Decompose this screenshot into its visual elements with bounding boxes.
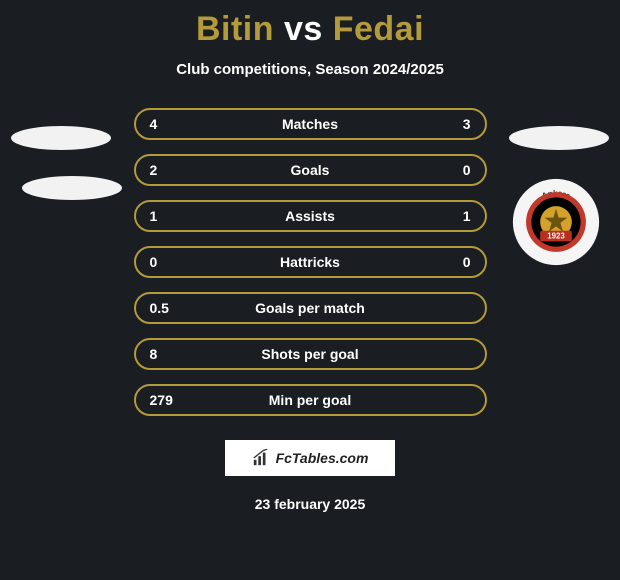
stat-left-value: 4 bbox=[150, 116, 190, 132]
stat-label: Assists bbox=[190, 208, 431, 224]
stat-right-value: 0 bbox=[431, 254, 471, 270]
stat-label: Goals per match bbox=[190, 300, 431, 316]
footer-brand: FcTables.com bbox=[225, 440, 395, 476]
stat-label: Matches bbox=[190, 116, 431, 132]
title-player1: Bitin bbox=[196, 10, 274, 48]
stat-left-value: 2 bbox=[150, 162, 190, 178]
badge-year: 1923 bbox=[547, 232, 565, 241]
stat-left-value: 8 bbox=[150, 346, 190, 362]
stat-row: 4Matches3 bbox=[134, 108, 487, 140]
stat-row: 279Min per goal bbox=[134, 384, 487, 416]
page-title: Bitin vs Fedai bbox=[0, 0, 620, 49]
club-badge: Ankara 1923 bbox=[512, 178, 600, 266]
title-vs: vs bbox=[284, 10, 323, 48]
stat-row: 2Goals0 bbox=[134, 154, 487, 186]
stat-row: 0.5Goals per match bbox=[134, 292, 487, 324]
player2-placeholder-shape-1 bbox=[509, 126, 609, 150]
stat-row: 8Shots per goal bbox=[134, 338, 487, 370]
footer-date: 23 february 2025 bbox=[0, 496, 620, 512]
subtitle: Club competitions, Season 2024/2025 bbox=[0, 61, 620, 78]
stat-left-value: 1 bbox=[150, 208, 190, 224]
stat-row: 0Hattricks0 bbox=[134, 246, 487, 278]
stat-right-value: 0 bbox=[431, 162, 471, 178]
footer-brand-text: FcTables.com bbox=[276, 450, 369, 466]
stat-left-value: 279 bbox=[150, 392, 190, 408]
stat-right-value: 1 bbox=[431, 208, 471, 224]
stat-right-value: 3 bbox=[431, 116, 471, 132]
stat-row: 1Assists1 bbox=[134, 200, 487, 232]
stat-label: Hattricks bbox=[190, 254, 431, 270]
player1-placeholder-shape-1 bbox=[11, 126, 111, 150]
stat-left-value: 0.5 bbox=[150, 300, 190, 316]
stat-label: Goals bbox=[190, 162, 431, 178]
stat-label: Shots per goal bbox=[190, 346, 431, 362]
stat-left-value: 0 bbox=[150, 254, 190, 270]
title-player2: Fedai bbox=[333, 10, 424, 48]
stat-label: Min per goal bbox=[190, 392, 431, 408]
player1-placeholder-shape-2 bbox=[22, 176, 122, 200]
chart-icon bbox=[252, 449, 270, 467]
